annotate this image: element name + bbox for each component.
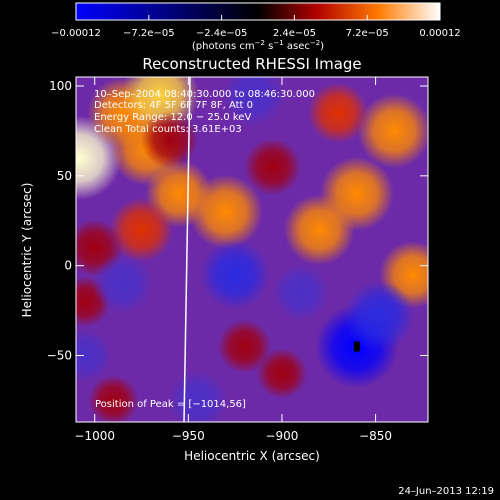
intensity-source: [199, 239, 271, 310]
image-intensity-sources: [76, 77, 428, 422]
intensity-source: [140, 111, 199, 169]
intensity-source: [92, 253, 154, 314]
colorbar-ticks: −0.00012 −7.2e−05 −2.4e−05 2.4e−05 7.2e−05 0.…: [51, 15, 461, 39]
footer-date: 24–Jun–2013 12:19: [398, 486, 494, 497]
colorbar-tick-label: −7.2e−05: [123, 28, 175, 39]
intensity-source: [167, 370, 229, 422]
intensity-source: [76, 328, 113, 383]
colorbar-tick-label: 2.4e−05: [273, 28, 316, 39]
intensity-source: [188, 174, 263, 249]
y-tick-label: −50: [47, 349, 72, 363]
intensity-source: [357, 93, 428, 168]
colorbar-units: (photons cm−2 s−1 asec−2): [192, 39, 324, 52]
annotation-counts: Clean Total counts: 3.61E+03: [94, 124, 242, 135]
colorbar-tick-label: 0.00012: [419, 28, 460, 39]
y-tick-label: 50: [57, 169, 72, 183]
colorbar-tick-label: 7.2e−05: [346, 28, 389, 39]
colorbar: [75, 2, 441, 21]
y-tick-label: 100: [49, 79, 72, 93]
annotation-detectors: Detectors: 4F 5F 6F 7F 8F, Att 0: [94, 100, 253, 111]
intensity-source: [109, 197, 174, 262]
colorbar-tick-label: −2.4e−05: [196, 28, 248, 39]
x-tick-label: −850: [359, 429, 392, 443]
y-tick-label: 0: [64, 259, 72, 273]
solar-limb-line: [183, 77, 191, 422]
plot-frame: [75, 76, 429, 423]
y-axis-label: Heliocentric Y (arcsec): [20, 183, 34, 318]
intensity-source: [272, 263, 330, 322]
intensity-source: [256, 348, 308, 399]
intensity-source: [221, 77, 286, 127]
intensity-source: [307, 82, 369, 144]
intensity-source: [243, 138, 302, 196]
intensity-source: [217, 319, 272, 374]
minimum-core-marker: [353, 341, 360, 352]
axis-ticks: −1000 −950 −900 −850 100 50 0 −50: [47, 77, 428, 443]
x-tick-label: −950: [172, 429, 205, 443]
intensity-source: [88, 375, 139, 422]
chart-title: Reconstructed RHESSI Image: [142, 55, 361, 73]
x-tick-label: −900: [265, 429, 298, 443]
annotation-time: 10–Sep–2004 08:40:30.000 to 08:46:30.000: [94, 89, 315, 100]
x-tick-label: −1000: [74, 429, 115, 443]
x-axis-label: Heliocentric X (arcsec): [184, 449, 320, 463]
annotation-energy: Energy Range: 12.0 − 25.0 keV: [94, 112, 251, 123]
colorbar-tick-label: −0.00012: [51, 28, 101, 39]
peak-position-label: Position of Peak = [−1014,56]: [95, 399, 246, 410]
intensity-source: [319, 156, 394, 231]
intensity-source: [343, 280, 415, 352]
